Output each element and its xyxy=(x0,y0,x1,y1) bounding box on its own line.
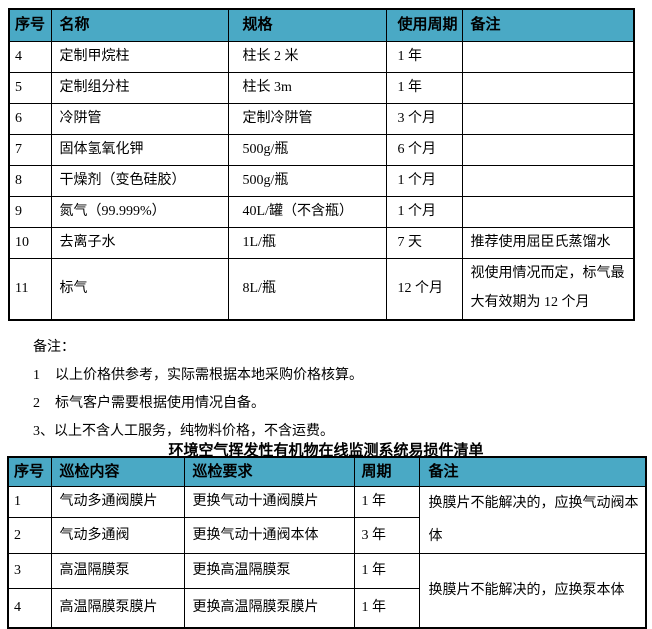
cell-cycle: 3 个月 xyxy=(385,102,463,135)
cell-note xyxy=(461,195,635,228)
notes-section: 备注： 1 以上价格供参考，实际需根据本地采购价格核算。 2 标气客户需要根据使用情… xyxy=(33,334,633,446)
header-inspection-requirement: 巡检要求 xyxy=(183,456,355,487)
cell-content: 气动多通阀膜片 xyxy=(50,485,185,518)
cell-name: 冷阱管 xyxy=(50,102,229,135)
cell-requirement: 更换气动十通阀膜片 xyxy=(183,485,355,518)
table-header-row: 序号 巡检内容 巡检要求 周期 备注 xyxy=(7,456,647,487)
table-row: 4 定制甲烷柱 柱长 2 米 1 年 xyxy=(8,40,635,73)
cell-content: 高温隔膜泵 xyxy=(50,552,185,589)
cell-name: 标气 xyxy=(50,257,229,321)
cell-spec: 500g/瓶 xyxy=(227,164,387,197)
note-item-text: 以上价格供参考，实际需根据本地采购价格核算。 xyxy=(55,368,363,383)
table-row: 4 高温隔膜泵膜片 更换高温隔膜泵膜片 1 年 xyxy=(7,587,646,629)
table-row: 7 固体氢氧化钾 500g/瓶 6 个月 xyxy=(8,133,635,166)
note-item-number: 3、 xyxy=(33,424,54,439)
cell-serial: 1 xyxy=(7,485,52,518)
consumables-table: 序号 名称 规格 使用周期 备注 4 定制甲烷柱 柱长 2 米 1 年 5 定制… xyxy=(8,8,635,321)
cell-serial: 8 xyxy=(8,164,52,197)
cell-content: 高温隔膜泵膜片 xyxy=(50,587,185,629)
notes-title: 备注： xyxy=(33,340,75,355)
note-item-text: 以上不含人工服务，纯物料价格，不含运费。 xyxy=(54,424,334,439)
table-row: 10 去离子水 1L/瓶 7 天 推荐使用屈臣氏蒸馏水 xyxy=(8,226,635,259)
cell-spec: 柱长 2 米 xyxy=(227,40,387,73)
table-row: 1 气动多通阀膜片 更换气动十通阀膜片 1 年 换膜片不能解决的，应换气动阀本体 xyxy=(7,485,647,554)
header-note: 备注 xyxy=(418,456,647,487)
cell-spec: 1L/瓶 xyxy=(227,226,387,259)
note-item: 1 以上价格供参考，实际需根据本地采购价格核算。 xyxy=(33,362,633,390)
cell-spec: 定制冷阱管 xyxy=(227,102,387,135)
header-serial: 序号 xyxy=(8,8,52,42)
cell-spec: 40L/罐（不含瓶） xyxy=(227,195,387,228)
cell-note xyxy=(461,71,635,104)
cell-spec: 柱长 3m xyxy=(227,71,387,104)
cell-cycle: 1 个月 xyxy=(385,164,463,197)
table-row: 3 高温隔膜泵 更换高温隔膜泵 1 年 换膜片不能解决的，应换泵本体 xyxy=(7,552,647,629)
cell-cycle: 1 年 xyxy=(353,485,420,518)
table-row: 6 冷阱管 定制冷阱管 3 个月 xyxy=(8,102,635,135)
note-item-number: 1 xyxy=(33,368,40,383)
note-item: 2 标气客户需要根据使用情况自备。 xyxy=(33,390,633,418)
cell-cycle: 1 年 xyxy=(385,40,463,73)
cell-serial: 4 xyxy=(7,587,52,629)
cell-note: 视使用情况而定，标气最大有效期为 12 个月 xyxy=(461,257,635,321)
cell-serial: 10 xyxy=(8,226,52,259)
cell-content: 气动多通阀 xyxy=(50,516,185,554)
cell-requirement: 更换气动十通阀本体 xyxy=(183,516,355,554)
cell-note xyxy=(461,133,635,166)
cell-cycle: 7 天 xyxy=(385,226,463,259)
cell-cycle: 1 年 xyxy=(385,71,463,104)
table2-title: 环境空气挥发性有机物在线监测系统易损件清单 xyxy=(168,442,484,459)
cell-note xyxy=(461,102,635,135)
cell-cycle: 1 年 xyxy=(353,552,420,589)
header-note: 备注 xyxy=(461,8,635,42)
cell-serial: 2 xyxy=(7,516,52,554)
note-item-number: 2 xyxy=(33,396,40,411)
cell-serial: 11 xyxy=(8,257,52,321)
cell-cycle: 6 个月 xyxy=(385,133,463,166)
header-cycle: 周期 xyxy=(353,456,420,487)
cell-spec: 8L/瓶 xyxy=(227,257,387,321)
cell-serial: 9 xyxy=(8,195,52,228)
cell-serial: 7 xyxy=(8,133,52,166)
cell-note xyxy=(461,164,635,197)
header-serial: 序号 xyxy=(7,456,52,487)
cell-serial: 3 xyxy=(7,552,52,589)
header-name: 名称 xyxy=(50,8,229,42)
cell-cycle: 3 年 xyxy=(353,516,420,554)
table-row: 5 定制组分柱 柱长 3m 1 年 xyxy=(8,71,635,104)
cell-note-merged: 换膜片不能解决的，应换气动阀本体 xyxy=(418,485,647,554)
cell-name: 去离子水 xyxy=(50,226,229,259)
header-spec: 规格 xyxy=(227,8,387,42)
table-row: 9 氮气（99.999%） 40L/罐（不含瓶） 1 个月 xyxy=(8,195,635,228)
cell-name: 氮气（99.999%） xyxy=(50,195,229,228)
header-cycle: 使用周期 xyxy=(385,8,463,42)
cell-cycle: 12 个月 xyxy=(385,257,463,321)
inspection-table: 序号 巡检内容 巡检要求 周期 备注 1 气动多通阀膜片 更换气动十通阀膜片 1… xyxy=(7,456,647,629)
cell-name: 定制甲烷柱 xyxy=(50,40,229,73)
table-row: 2 气动多通阀 更换气动十通阀本体 3 年 xyxy=(7,516,646,554)
cell-requirement: 更换高温隔膜泵 xyxy=(183,552,355,589)
cell-serial: 4 xyxy=(8,40,52,73)
table-row: 11 标气 8L/瓶 12 个月 视使用情况而定，标气最大有效期为 12 个月 xyxy=(8,257,635,321)
cell-spec: 500g/瓶 xyxy=(227,133,387,166)
table-header-row: 序号 名称 规格 使用周期 备注 xyxy=(8,8,635,42)
cell-cycle: 1 个月 xyxy=(385,195,463,228)
cell-cycle: 1 年 xyxy=(353,587,420,629)
cell-serial: 5 xyxy=(8,71,52,104)
note-item-text: 标气客户需要根据使用情况自备。 xyxy=(55,396,265,411)
table-row: 8 干燥剂（变色硅胶） 500g/瓶 1 个月 xyxy=(8,164,635,197)
cell-name: 固体氢氧化钾 xyxy=(50,133,229,166)
cell-name: 定制组分柱 xyxy=(50,71,229,104)
cell-requirement: 更换高温隔膜泵膜片 xyxy=(183,587,355,629)
cell-name: 干燥剂（变色硅胶） xyxy=(50,164,229,197)
cell-serial: 6 xyxy=(8,102,52,135)
cell-note: 推荐使用屈臣氏蒸馏水 xyxy=(461,226,635,259)
cell-note xyxy=(461,40,635,73)
cell-note-merged: 换膜片不能解决的，应换泵本体 xyxy=(418,552,647,629)
header-inspection-content: 巡检内容 xyxy=(50,456,185,487)
note-item: 3、以上不含人工服务，纯物料价格，不含运费。 xyxy=(33,418,633,446)
